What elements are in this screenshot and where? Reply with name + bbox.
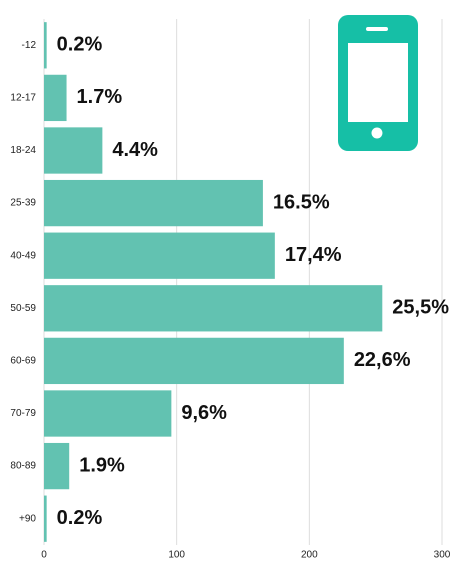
x-tick-label: 0: [41, 550, 47, 561]
x-tick-label: 100: [168, 550, 185, 561]
data-label: 22,6%: [354, 349, 411, 371]
bar: [44, 495, 47, 542]
y-tick-label: 50-59: [10, 303, 36, 314]
bar: [44, 127, 103, 174]
x-tick-label: 200: [301, 550, 318, 561]
phone-speaker: [366, 27, 388, 31]
bar: [44, 285, 383, 332]
data-label: 0.2%: [57, 34, 103, 56]
y-tick-label: 60-69: [10, 356, 36, 367]
y-tick-label: 25-39: [10, 198, 36, 209]
bar: [44, 337, 344, 385]
data-label: 25,5%: [392, 297, 449, 319]
y-tick-label: 18-24: [10, 145, 36, 156]
phone-button: [371, 127, 383, 139]
bar: [44, 390, 172, 437]
data-label: 9,6%: [181, 402, 227, 424]
y-tick-label: -12: [22, 40, 37, 51]
y-tick-label: +90: [19, 513, 36, 524]
bar: [44, 22, 47, 69]
data-label: 0.2%: [57, 507, 103, 529]
data-label: 1.9%: [79, 454, 125, 476]
data-label: 16.5%: [273, 191, 330, 213]
phone-screen: [348, 43, 408, 122]
y-tick-label: 80-89: [10, 461, 36, 472]
phone-icon: [338, 15, 418, 151]
x-tick-label: 300: [434, 550, 451, 561]
y-tick-label: 12-17: [10, 93, 36, 104]
y-tick-label: 40-49: [10, 250, 36, 261]
data-label: 4.4%: [112, 139, 158, 161]
data-label: 17,4%: [285, 244, 342, 266]
y-tick-label: 70-79: [10, 408, 36, 419]
bar: [44, 179, 263, 227]
bar: [44, 442, 70, 490]
data-label: 1.7%: [77, 86, 123, 108]
bar: [44, 232, 275, 279]
bar: [44, 74, 67, 122]
